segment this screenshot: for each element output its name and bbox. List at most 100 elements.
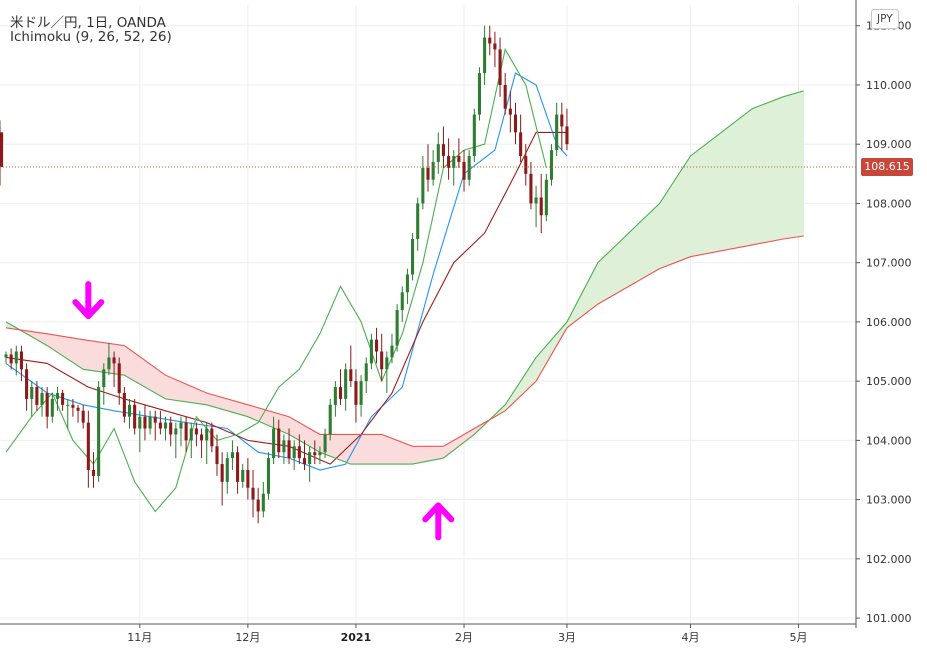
cloud-segment	[425, 445, 429, 462]
cloud-segment	[208, 393, 213, 407]
cloud-segment	[615, 242, 619, 295]
cloud-segment	[695, 149, 699, 257]
candle	[220, 452, 224, 506]
candle-body	[411, 238, 415, 275]
candle	[385, 351, 389, 393]
cloud-segment	[793, 92, 797, 238]
cloud-segment	[589, 272, 593, 311]
candle	[184, 416, 188, 453]
cloud-segment	[628, 229, 632, 287]
cloud-segment	[667, 186, 671, 267]
cloud-segment	[255, 406, 259, 422]
candle-body	[194, 428, 198, 435]
candles	[0, 25, 569, 524]
candle-body	[544, 179, 548, 216]
cloud-segment	[332, 434, 336, 459]
candle-body	[133, 404, 137, 429]
cloud-segment	[731, 121, 735, 250]
candle	[483, 25, 487, 85]
candle	[344, 363, 348, 411]
cloud-segment	[682, 162, 686, 261]
time-tick-label: 4月	[681, 631, 699, 644]
cloud-segment	[335, 434, 339, 460]
candle	[19, 345, 23, 382]
candle-body	[359, 381, 363, 405]
candle	[102, 363, 106, 405]
price-tick-label: 102.000	[866, 553, 912, 566]
cloud-segment	[252, 405, 256, 421]
currency-badge[interactable]: JPY	[871, 9, 899, 29]
cloud-segment	[787, 94, 792, 239]
cloud-segment	[396, 439, 400, 465]
candle	[189, 422, 193, 459]
cloud-segment	[265, 409, 269, 427]
candle	[555, 102, 559, 157]
cloud-segment	[52, 334, 56, 352]
candle-body	[405, 274, 409, 293]
candle-body	[179, 422, 183, 429]
candle-body	[447, 156, 451, 168]
candle-body	[102, 369, 106, 388]
candle-body	[503, 84, 507, 109]
candle-body	[426, 167, 430, 180]
cloud-segment	[198, 389, 202, 405]
cloud-segment	[340, 434, 344, 462]
candle-body	[251, 487, 255, 500]
cloud-segment	[800, 90, 804, 237]
cloud-segment	[659, 198, 663, 270]
cloud-segment	[193, 386, 197, 404]
cloud-segment	[414, 445, 419, 464]
arrow-head	[422, 502, 455, 523]
candle-body	[395, 310, 399, 346]
cloud-segment	[350, 434, 354, 465]
span_a-line	[5, 90, 804, 465]
cloud-segment	[407, 443, 411, 465]
candle-body	[25, 369, 29, 399]
candle	[338, 369, 343, 405]
candle-body	[210, 428, 214, 447]
cloud-segment	[685, 158, 689, 260]
cloud-segment	[126, 346, 130, 379]
candle-body	[297, 446, 301, 459]
cloud-segment	[247, 404, 251, 419]
candle-body	[81, 410, 85, 423]
cloud-segment	[777, 97, 781, 241]
candle	[107, 342, 111, 376]
indicator-label[interactable]: Ichimoku (9, 26, 52, 26)	[10, 29, 172, 45]
candle-body	[513, 114, 518, 133]
cloud-segment	[190, 385, 195, 404]
candle	[488, 25, 492, 56]
cloud-segment	[775, 98, 779, 241]
cloud-segment	[206, 392, 210, 406]
cloud-segment	[687, 155, 691, 259]
candle	[174, 422, 178, 459]
candle	[225, 452, 229, 494]
cloud-segment	[648, 210, 653, 276]
candle-body	[349, 369, 353, 382]
kijun-line	[5, 131, 567, 465]
cloud-segment	[175, 379, 179, 402]
cloud-segment	[360, 434, 364, 465]
candle-body	[436, 144, 440, 162]
cloud-segment	[72, 337, 76, 365]
cloud-segment	[417, 445, 421, 464]
candle-body	[390, 345, 394, 358]
cloud-segment	[651, 207, 655, 274]
candle	[539, 173, 543, 234]
candle	[498, 37, 502, 97]
candle-body	[189, 428, 193, 441]
candle	[333, 381, 337, 417]
price-axis: 101.000 102.000 103.000 104.000 105.000 106.0…	[856, 20, 912, 625]
candle	[323, 428, 327, 459]
candle-body	[416, 203, 420, 239]
cloud-segment	[342, 434, 346, 463]
candle	[390, 333, 394, 364]
candle-body	[200, 434, 204, 441]
cloud-segment	[739, 115, 743, 248]
candle-body	[272, 428, 276, 459]
candle-body	[364, 363, 368, 382]
candle	[35, 381, 39, 411]
cloud-segment	[214, 394, 218, 409]
candle	[292, 440, 296, 470]
